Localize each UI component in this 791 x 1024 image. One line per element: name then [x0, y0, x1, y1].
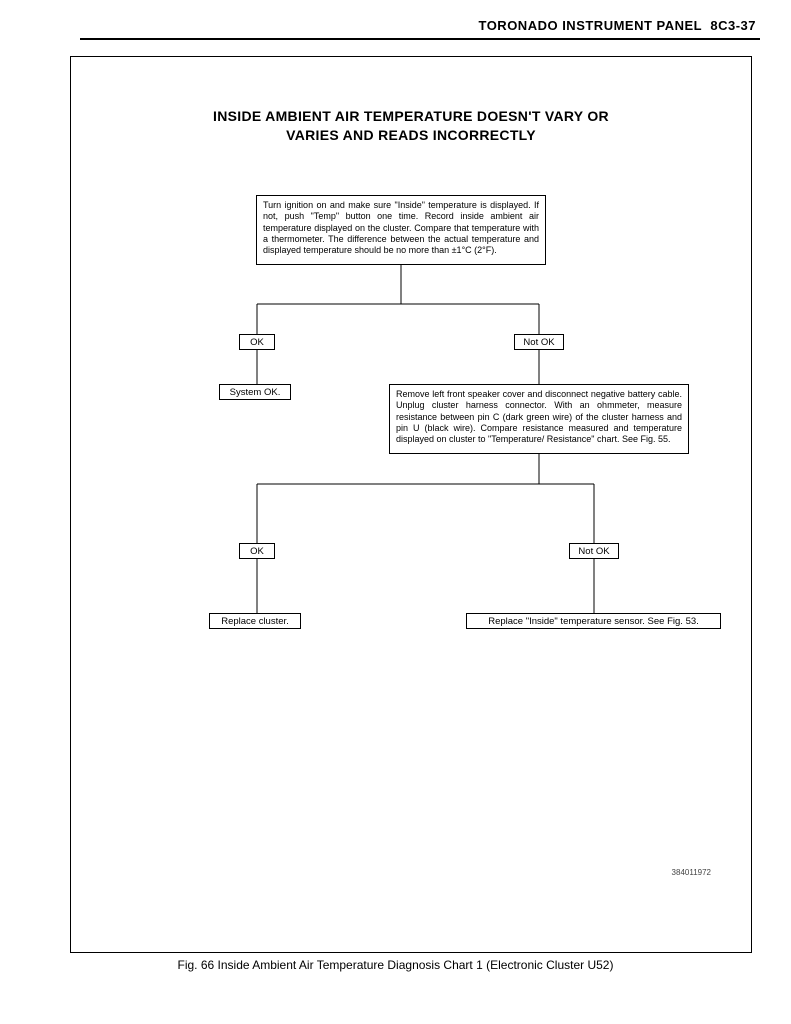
flowchart-canvas: Turn ignition on and make sure "Inside" …	[71, 57, 751, 952]
header-pagecode: 8C3-37	[710, 18, 756, 33]
figure-caption: Fig. 66 Inside Ambient Air Temperature D…	[0, 958, 791, 972]
flow-node-n3: Not OK	[514, 334, 564, 350]
flow-node-n7: Not OK	[569, 543, 619, 559]
page: TORONADO INSTRUMENT PANEL 8C3-37 INSIDE …	[0, 0, 791, 1024]
flow-node-n9: Replace "Inside" temperature sensor. See…	[466, 613, 721, 629]
flow-node-n6: OK	[239, 543, 275, 559]
header-rule	[80, 38, 760, 40]
flow-node-n2: OK	[239, 334, 275, 350]
flow-node-n1: Turn ignition on and make sure "Inside" …	[256, 195, 546, 265]
flow-node-n8: Replace cluster.	[209, 613, 301, 629]
diagram-frame: INSIDE AMBIENT AIR TEMPERATURE DOESN'T V…	[70, 56, 752, 953]
flow-node-n4: System OK.	[219, 384, 291, 400]
print-code: 384011972	[672, 868, 711, 877]
flow-node-n5: Remove left front speaker cover and disc…	[389, 384, 689, 454]
flowchart-edges	[71, 57, 751, 952]
header-section: TORONADO INSTRUMENT PANEL	[478, 18, 702, 33]
page-header: TORONADO INSTRUMENT PANEL 8C3-37	[478, 18, 756, 33]
